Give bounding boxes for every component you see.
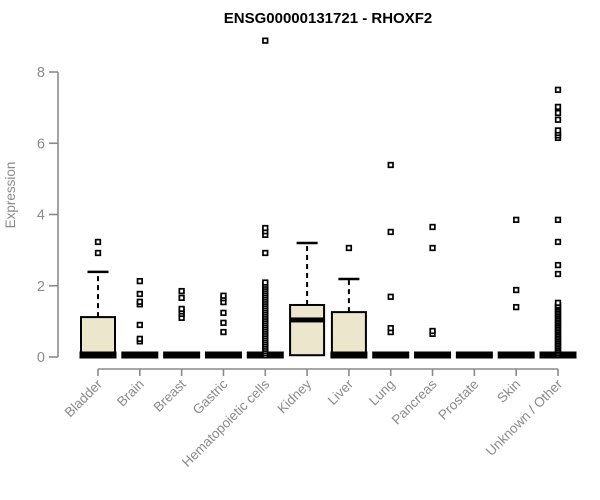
outlier-point (513, 216, 520, 223)
outlier-point (513, 303, 520, 311)
box-rect (330, 311, 367, 358)
outlier-point (262, 279, 269, 286)
outlier-point (554, 270, 562, 278)
collapsed-box (163, 351, 201, 359)
box-group-unknown-other (539, 86, 577, 359)
box-group-kidney (289, 241, 326, 357)
outlier-point (220, 328, 227, 336)
outlier-point (554, 109, 562, 117)
box-rect (289, 303, 326, 357)
y-tick-label: 8 (37, 65, 45, 81)
x-category-label: Liver (325, 376, 357, 408)
outlier-point (554, 261, 562, 269)
outlier-point (554, 238, 562, 246)
x-category-label: Bladder (62, 376, 106, 420)
outlier-point (136, 298, 143, 305)
box-group-prostate (455, 351, 493, 359)
x-category-label: Unknown / Other (483, 376, 566, 459)
box-group-skin (497, 216, 535, 359)
box-group-pancreas (414, 223, 452, 359)
outlier-point (513, 286, 520, 294)
y-tick-label: 2 (37, 279, 45, 295)
box-group-brain (121, 277, 159, 359)
box-rect (80, 316, 116, 359)
box-group-breast (163, 287, 201, 359)
outlier-point (178, 287, 185, 295)
median-line (79, 351, 117, 359)
outlier-point (554, 103, 562, 111)
box-group-liver (330, 244, 368, 359)
y-axis-label: Expression (3, 162, 18, 229)
outlier-point (429, 327, 436, 335)
outlier-point (136, 335, 143, 342)
collapsed-box (204, 351, 242, 359)
box-group-bladder (79, 238, 117, 359)
outlier-point (262, 37, 269, 44)
outlier-point (262, 249, 269, 257)
outlier-point (94, 238, 102, 246)
x-category-label: Brain (114, 377, 147, 410)
x-category-label: Prostate (435, 377, 481, 423)
outlier-point (429, 244, 436, 252)
outlier-point (429, 223, 436, 231)
y-tick-label: 0 (37, 350, 45, 366)
collapsed-box (372, 351, 410, 359)
outlier-point (136, 321, 143, 329)
x-category-label: Skin (494, 377, 523, 406)
outlier-point (220, 309, 227, 316)
outlier-point (554, 299, 562, 306)
box-group-gastric (204, 292, 242, 359)
x-category-label: Pancreas (389, 376, 440, 427)
x-category-label: Kidney (274, 376, 314, 416)
outlier-point (387, 293, 394, 300)
y-tick-label: 4 (37, 208, 45, 224)
y-tick-label: 6 (37, 136, 45, 152)
outlier-point (178, 294, 185, 302)
median-line (330, 351, 368, 359)
outlier-point (136, 277, 143, 285)
x-category-label: Breast (151, 376, 189, 414)
chart-title: ENSG00000131721 - RHOXF2 (224, 10, 432, 27)
outlier-point (345, 244, 353, 252)
outlier-point (220, 292, 227, 299)
collapsed-box (455, 351, 493, 359)
outlier-point (554, 216, 562, 223)
outlier-point (136, 290, 143, 298)
outlier-point (554, 116, 562, 123)
outlier-point (554, 127, 562, 134)
x-category-label: Gastric (190, 376, 231, 417)
collapsed-box (497, 351, 535, 359)
outlier-point (554, 86, 562, 93)
box-group-lung (372, 161, 410, 359)
outlier-point (387, 228, 394, 236)
median-line (290, 317, 325, 323)
outlier-point (387, 161, 394, 169)
box-group-hematopoietic-cells (246, 37, 284, 359)
outlier-point (178, 305, 185, 313)
x-category-label: Lung (366, 377, 398, 409)
collapsed-box (121, 351, 159, 359)
collapsed-box (414, 351, 452, 359)
outlier-point (220, 319, 227, 326)
outlier-point (262, 224, 269, 232)
outlier-point (387, 324, 394, 332)
outlier-point (94, 249, 102, 257)
